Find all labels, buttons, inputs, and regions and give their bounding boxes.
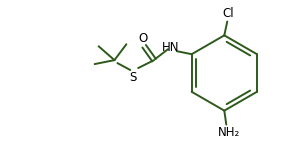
Text: NH₂: NH₂: [218, 126, 240, 139]
Text: O: O: [139, 32, 148, 45]
Text: Cl: Cl: [223, 7, 234, 20]
Text: S: S: [130, 71, 137, 84]
Text: HN: HN: [162, 41, 180, 54]
